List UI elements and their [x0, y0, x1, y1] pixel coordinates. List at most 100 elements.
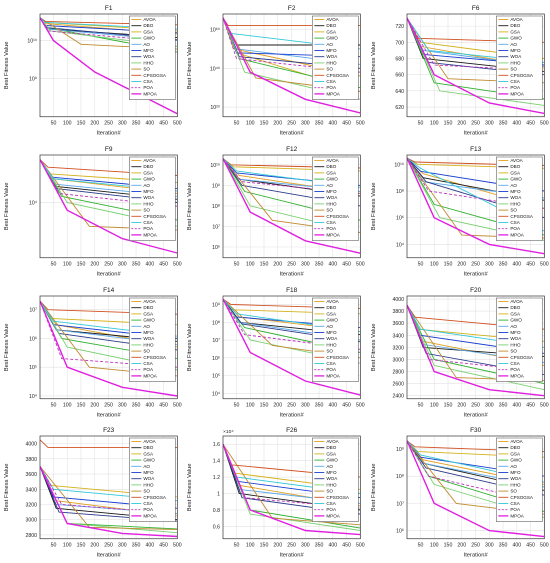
legend-label-csa: CSA: [510, 220, 520, 225]
x-tick-label: 150: [77, 121, 86, 127]
x-tick-label: 150: [443, 261, 452, 267]
x-tick-label: 500: [540, 402, 549, 408]
x-tick-label: 50: [51, 543, 57, 549]
x-tick-label: 400: [329, 543, 338, 549]
x-tick-label: 300: [301, 543, 310, 549]
legend-label-so: SO: [327, 207, 334, 212]
legend-label-woa: WOA: [510, 195, 522, 200]
x-tick-label: 450: [159, 261, 168, 267]
legend-label-cpsogsa: CPSOGSA: [327, 214, 351, 219]
y-tick-label: 3600: [392, 321, 404, 327]
y-tick-label: 10⁶: [29, 336, 37, 342]
legend: [312, 15, 359, 100]
legend-label-cpsogsa: CPSOGSA: [143, 495, 167, 500]
legend-label-csa: CSA: [510, 360, 520, 365]
x-tick-label: 150: [77, 261, 86, 267]
legend-label-csa: CSA: [327, 360, 337, 365]
x-tick-label: 450: [526, 402, 535, 408]
legend-label-so: SO: [143, 348, 150, 353]
legend-label-gsa: GSA: [510, 29, 521, 34]
legend-label-gsa: GSA: [143, 29, 154, 34]
legend-label-poa: POA: [327, 226, 338, 231]
legend-label-gsa: GSA: [327, 170, 338, 175]
chart-panel-f9: 50 100 150 200 250 300 350 400 450 500 10⁴ F9 Iterat…: [0, 141, 183, 282]
x-tick-label: 500: [356, 121, 365, 127]
y-tick-label: 3000: [25, 518, 37, 524]
x-tick-label: 150: [77, 543, 86, 549]
x-tick-label: 450: [159, 121, 168, 127]
x-tick-label: 100: [430, 121, 439, 127]
legend-label-mpoa: MPOA: [143, 373, 157, 378]
chart-svg-f14: 50 100 150 200 250 300 350 400 450 500 10⁷ 10⁶ 10⁵ 10…: [4, 287, 182, 419]
legend-label-avoa: AVOA: [510, 17, 523, 22]
legend-label-ao: AO: [143, 464, 150, 469]
legend-label-hho: HHO: [143, 483, 154, 488]
legend-label-avoa: AVOA: [510, 439, 523, 444]
legend-label-mpoa: MPOA: [143, 514, 157, 519]
x-axis-label: Iteration#: [97, 271, 122, 277]
series-line-poa: [223, 298, 361, 350]
legend-label-cpsogsa: CPSOGSA: [510, 214, 534, 219]
legend-label-mpoa: MPOA: [510, 232, 524, 237]
x-tick-label: 150: [260, 402, 269, 408]
x-tick-label: 250: [104, 543, 113, 549]
y-axis-label: Best Fitness Value: [4, 464, 10, 512]
legend-label-csa: CSA: [327, 79, 337, 84]
chart-title: F13: [470, 146, 482, 153]
legend-label-cpsogsa: CPSOGSA: [510, 73, 534, 78]
legend-label-gsa: GSA: [143, 452, 154, 457]
x-tick-label: 400: [512, 261, 521, 267]
x-tick-label: 500: [540, 261, 549, 267]
series-line-mpoa: [39, 466, 178, 538]
legend-label-ao: AO: [327, 323, 334, 328]
x-tick-label: 50: [417, 121, 423, 127]
legend-label-ao: AO: [143, 183, 150, 188]
legend-label-gsa: GSA: [510, 452, 521, 457]
x-tick-label: 250: [288, 402, 297, 408]
legend-label-so: SO: [327, 489, 334, 494]
x-tick-label: 500: [540, 543, 549, 549]
y-axis-label: Best Fitness Value: [371, 323, 377, 371]
chart-panel-f2: 50 100 150 200 250 300 350 400 450 500 10⁶⁰ 10⁴⁰ 10²…: [183, 0, 366, 141]
x-tick-label: 150: [260, 261, 269, 267]
x-axis-label: Iteration#: [280, 271, 305, 277]
x-tick-label: 200: [274, 261, 283, 267]
series-line-mpoa: [223, 17, 361, 114]
legend-label-csa: CSA: [143, 360, 153, 365]
legend-label-hho: HHO: [327, 201, 338, 206]
x-tick-label: 150: [260, 121, 269, 127]
x-tick-label: 450: [343, 543, 352, 549]
y-tick-label: 10⁷: [396, 502, 404, 508]
y-axis-label: Best Fitness Value: [187, 41, 193, 89]
axes-frame: [222, 435, 362, 540]
x-tick-label: 350: [498, 121, 507, 127]
legend: [495, 156, 543, 241]
y-tick-label: 10⁸: [212, 204, 220, 210]
legend-label-woa: WOA: [327, 195, 339, 200]
legend-label-poa: POA: [143, 226, 154, 231]
x-tick-label: 200: [90, 402, 99, 408]
legend-label-avoa: AVOA: [510, 158, 523, 163]
x-tick-label: 250: [471, 261, 480, 267]
x-tick-label: 50: [51, 402, 57, 408]
x-tick-label: 300: [485, 121, 494, 127]
legend-label-gwo: GWO: [143, 458, 155, 463]
x-tick-label: 50: [234, 543, 240, 549]
chart-svg-f26: 50 100 150 200 250 300 350 400 450 500 1.6 1.4 1.2 1 0…: [187, 427, 365, 559]
legend-label-gsa: GSA: [510, 170, 521, 175]
x-tick-label: 400: [145, 261, 154, 267]
x-axis-label: Iteration#: [97, 412, 122, 418]
x-tick-label: 250: [104, 121, 113, 127]
legend-label-cpsogsa: CPSOGSA: [143, 73, 167, 78]
legend-label-so: SO: [327, 348, 334, 353]
x-tick-label: 500: [356, 543, 365, 549]
legend-label-dbo: DBO: [327, 23, 337, 28]
x-tick-label: 300: [118, 543, 127, 549]
x-tick-label: 50: [417, 261, 423, 267]
legend-label-gsa: GSA: [143, 311, 154, 316]
x-tick-label: 400: [512, 543, 521, 549]
x-tick-label: 400: [512, 402, 521, 408]
legend-label-gwo: GWO: [327, 176, 339, 181]
chart-title: F26: [286, 427, 298, 434]
